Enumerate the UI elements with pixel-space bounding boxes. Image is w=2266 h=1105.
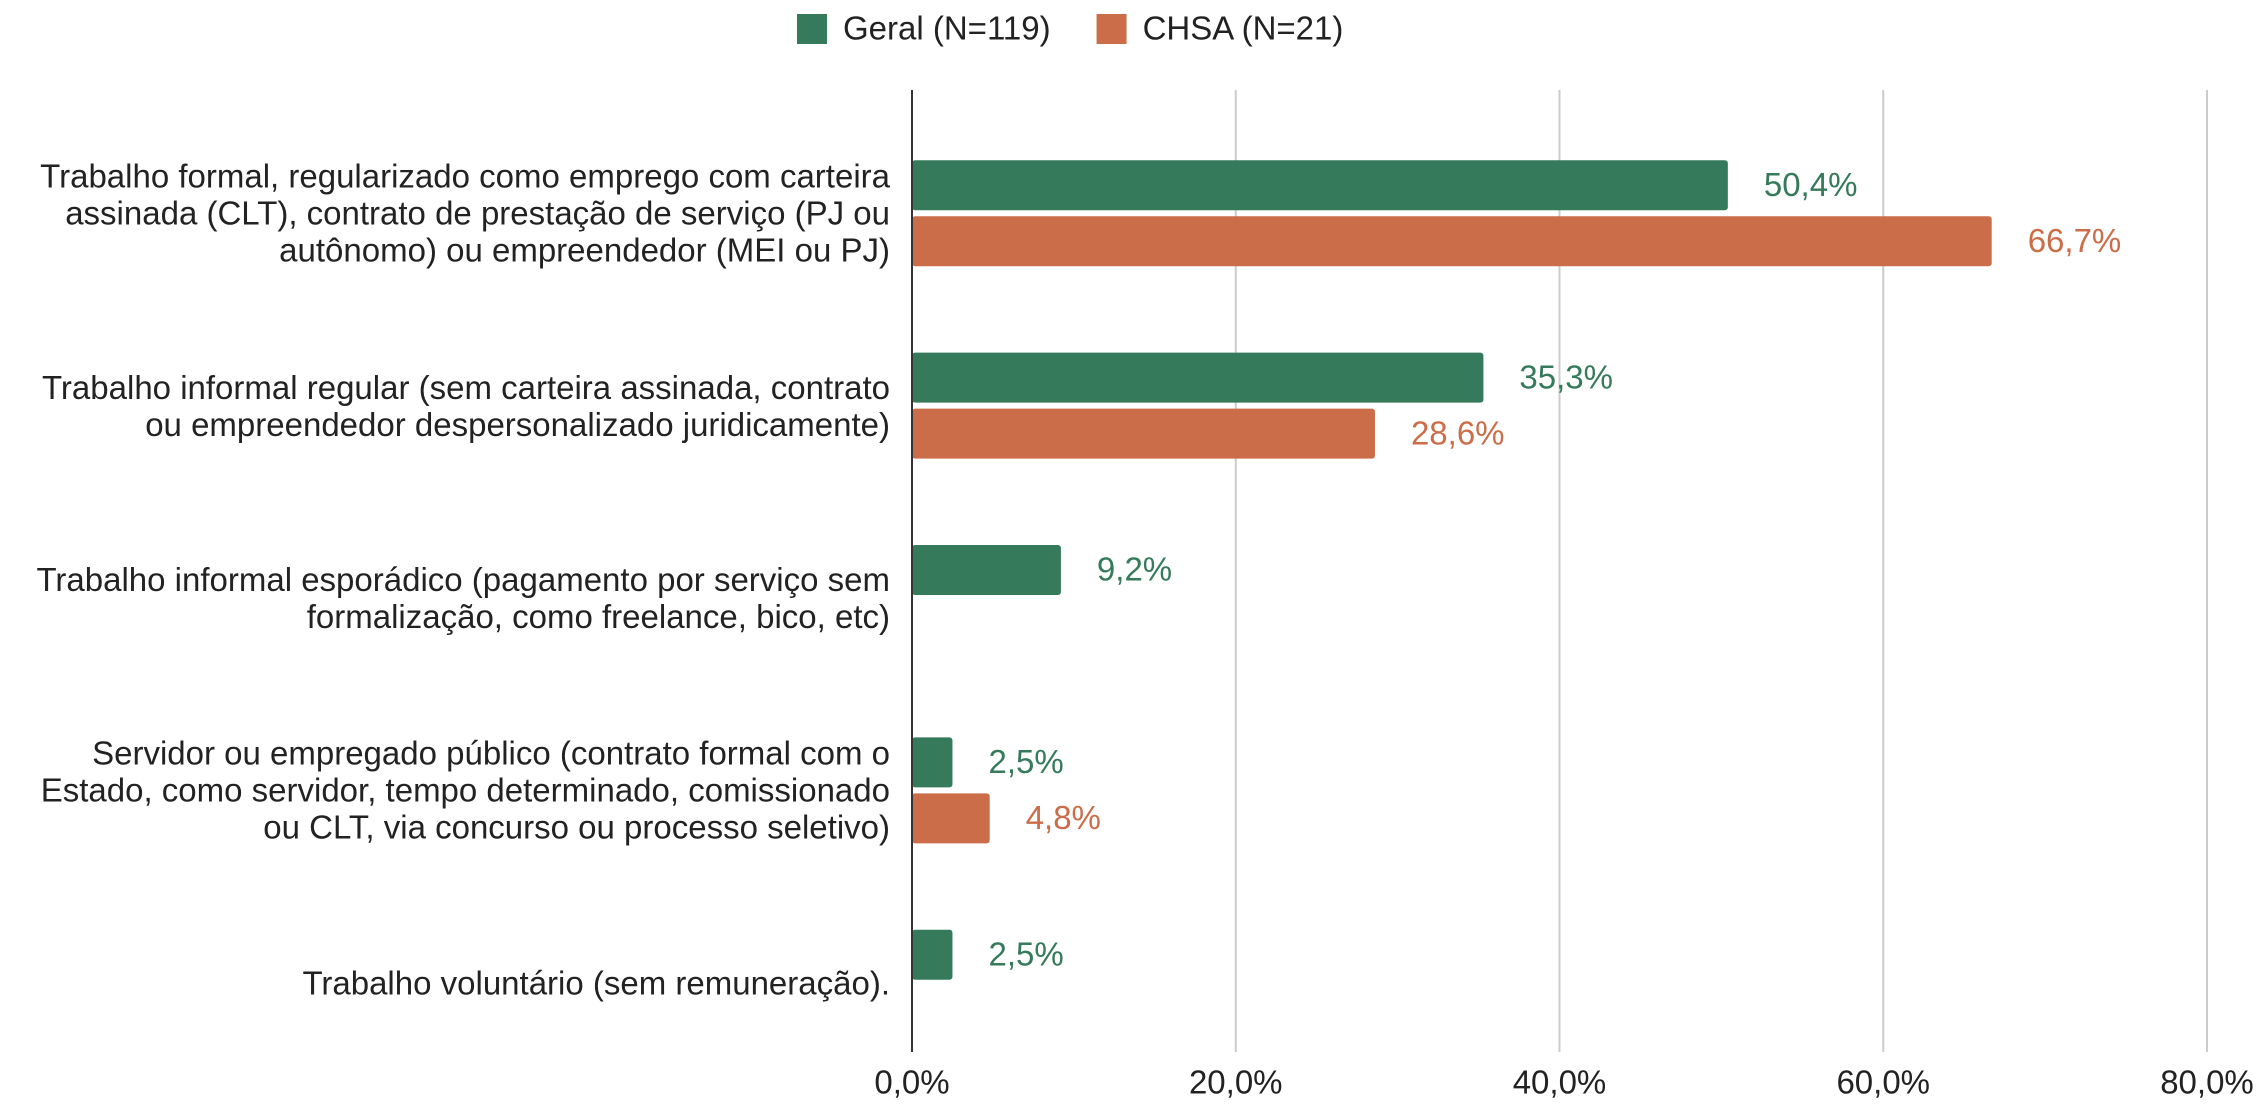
bar: [912, 216, 1992, 267]
x-tick-label: 60,0%: [1836, 1064, 1930, 1101]
y-tick-label: Trabalho voluntário (sem remuneração).: [302, 964, 890, 1002]
legend-swatch: [1096, 14, 1127, 44]
value-label: 28,6%: [1411, 414, 1505, 451]
value-label: 4,8%: [1026, 799, 1101, 836]
value-label: 35,3%: [1519, 358, 1613, 395]
bar: [912, 793, 990, 844]
value-label: 2,5%: [988, 743, 1063, 780]
x-tick-label: 40,0%: [1513, 1064, 1607, 1101]
bar: [912, 737, 953, 788]
bar: [912, 160, 1728, 211]
x-tick-label: 80,0%: [2160, 1064, 2254, 1101]
value-label: 66,7%: [2028, 222, 2122, 259]
legend-swatch: [797, 14, 827, 44]
y-tick-label: Trabalho informal esporádico (pagamento …: [36, 561, 890, 635]
y-tick-label: Trabalho informal regular (sem carteira …: [42, 368, 890, 443]
value-label: 2,5%: [988, 936, 1063, 973]
y-tick-label: Trabalho formal, regularizado como empre…: [40, 157, 890, 269]
y-tick-label: Servidor ou empregado público (contrato …: [40, 734, 890, 846]
bar: [912, 352, 1484, 403]
value-label: 50,4%: [1764, 166, 1858, 203]
bar: [912, 408, 1375, 459]
x-tick-label: 20,0%: [1189, 1064, 1283, 1101]
bar: [912, 545, 1061, 595]
legend-label: Geral (N=119): [843, 10, 1051, 47]
legend-label: CHSA (N=21): [1143, 10, 1344, 47]
bar: [912, 929, 953, 980]
value-label: 9,2%: [1097, 551, 1172, 588]
x-tick-label: 0,0%: [874, 1064, 949, 1101]
